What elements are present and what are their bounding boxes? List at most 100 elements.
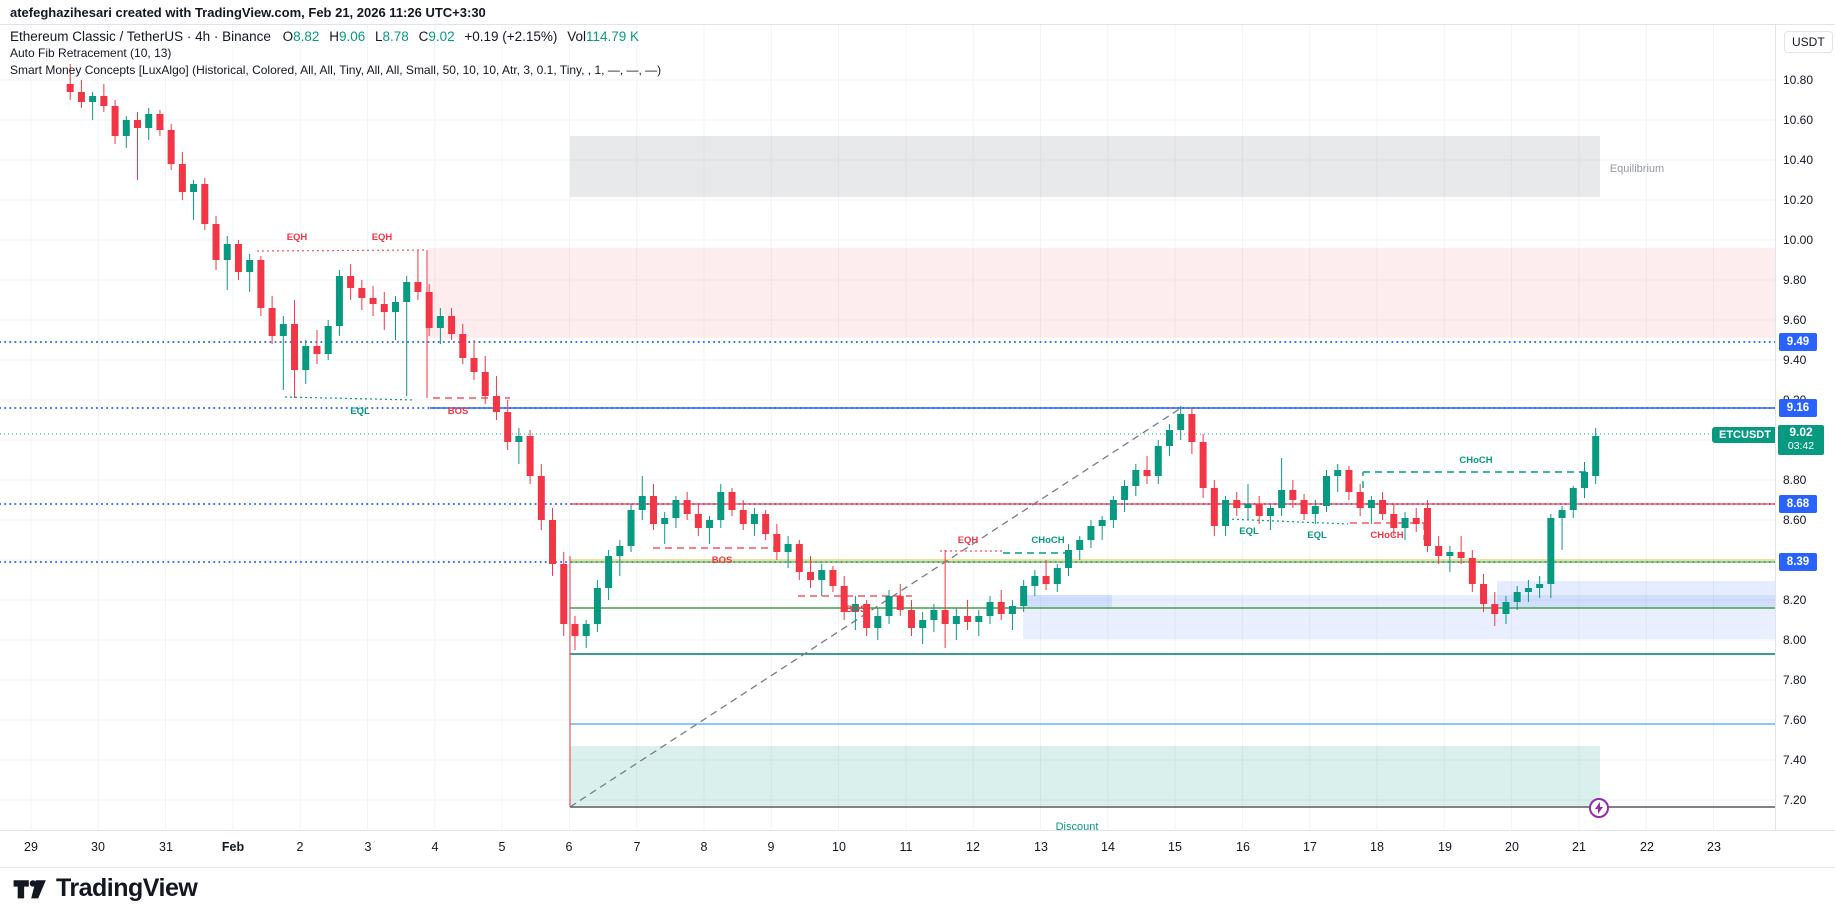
candle-body — [1165, 430, 1173, 446]
candle-body — [1513, 592, 1521, 602]
time-tick-label: 23 — [1707, 840, 1721, 854]
candle-body — [134, 120, 142, 128]
candle-body — [212, 224, 220, 260]
candle-body — [728, 492, 736, 510]
last-price-value: 9.02 — [1789, 425, 1813, 439]
time-tick-label: 15 — [1168, 840, 1182, 854]
candle-body — [627, 510, 635, 546]
candle-body — [1210, 488, 1218, 526]
order-block-2 — [1023, 595, 1112, 607]
candle-body — [1558, 510, 1566, 518]
price-chart-canvas[interactable]: Equilibrium Discount EQH EQH EQL BOS BOS EQH CHo… — [0, 0, 1775, 830]
candle-body — [403, 282, 411, 302]
candle-body — [795, 544, 803, 572]
time-scale[interactable]: 29 30 31 Feb 2 3 4 5 6 7 8 9 10 11 12 13 14 15 16 17 18 19 20 2… — [0, 830, 1835, 868]
candle-body — [964, 616, 972, 622]
price-tick-label: 10.40 — [1783, 153, 1814, 167]
time-tick-label: 12 — [966, 840, 980, 854]
candle-body — [111, 106, 119, 136]
time-tick-label: 19 — [1438, 840, 1452, 854]
time-tick-label: 6 — [565, 840, 573, 854]
time-tick-label: 18 — [1370, 840, 1384, 854]
lightning-event-icon[interactable] — [1589, 798, 1609, 818]
candle-body — [1468, 558, 1476, 584]
candle-body — [593, 588, 601, 624]
price-tick-label: 10.80 — [1783, 73, 1814, 87]
candle-body — [223, 244, 231, 260]
candle-body — [369, 298, 377, 304]
candle-body — [201, 184, 209, 224]
candle-body — [1065, 550, 1073, 568]
candle-body — [1356, 492, 1364, 508]
candle-body — [1143, 470, 1151, 476]
candle-body — [1121, 486, 1129, 500]
candle-body — [930, 610, 938, 620]
candle-body — [919, 620, 927, 628]
candle-body — [1132, 470, 1140, 486]
price-tick-label: 10.60 — [1783, 113, 1814, 127]
candle-body — [1524, 588, 1532, 592]
open-label: O — [282, 29, 294, 44]
volume-value: 114.79 K — [585, 29, 640, 44]
candle-body — [380, 304, 388, 312]
zone-label: Equilibrium — [1610, 163, 1664, 175]
candle-body — [997, 602, 1005, 614]
candle-body — [302, 346, 310, 370]
indicator-legend-smc[interactable]: Smart Money Concepts [LuxAlgo] (Historic… — [10, 63, 662, 77]
candle-body — [246, 260, 254, 272]
candle-body — [492, 396, 500, 412]
price-tick-label: 8.00 — [1783, 633, 1807, 647]
time-tick-label: 5 — [498, 840, 506, 854]
candle-body — [1536, 584, 1544, 588]
tradingview-logo-text: TradingView — [56, 874, 198, 902]
time-tick-label: 17 — [1303, 840, 1317, 854]
discount-zone — [570, 746, 1600, 806]
smc-label-bos: BOS — [448, 406, 469, 417]
time-tick-label: 3 — [364, 840, 372, 854]
tradingview-branding[interactable]: TradingView — [13, 874, 198, 903]
price-tick-label: 9.60 — [1783, 313, 1807, 327]
smc-label-eql: EQL — [350, 406, 370, 417]
smc-label-bos: BOS — [712, 555, 733, 566]
price-tick-label: 10.20 — [1783, 193, 1814, 207]
chart-legend: Ethereum Classic / TetherUS · 4h · Binan… — [10, 29, 661, 78]
time-tick-label: 16 — [1236, 840, 1250, 854]
candle-body — [167, 130, 175, 164]
candle-body — [122, 120, 130, 136]
tradingview-logo-icon — [13, 879, 46, 898]
candle-body — [975, 616, 983, 622]
candle-body — [750, 514, 758, 524]
currency-toggle-button[interactable]: USDT — [1784, 31, 1833, 53]
symbol-price-flag: ETCUSDT — [1712, 427, 1778, 443]
volume-label: Vol — [567, 29, 586, 44]
change-value: +0.19 (+2.15%) — [464, 29, 558, 44]
candle-body — [1390, 514, 1398, 528]
symbol-title[interactable]: Ethereum Classic / TetherUS · 4h · Binan… — [10, 29, 271, 44]
symbol-legend-row[interactable]: Ethereum Classic / TetherUS · 4h · Binan… — [10, 29, 661, 44]
candle-body — [638, 496, 646, 510]
smc-label-choch: CHoCH — [1031, 535, 1064, 546]
time-tick-label: 7 — [633, 840, 641, 854]
candle-body — [1569, 488, 1577, 510]
candle-body — [324, 326, 332, 354]
candle-body — [784, 544, 792, 552]
open-value: 8.82 — [293, 29, 320, 44]
candle-body — [1457, 552, 1465, 558]
fib-level-tag: 8.68 — [1779, 495, 1817, 513]
indicator-legend-fib[interactable]: Auto Fib Retracement (10, 13) — [10, 46, 172, 60]
candle-body — [190, 184, 198, 192]
time-tick-label: 4 — [431, 840, 439, 854]
candle-body — [1278, 490, 1286, 508]
candle-body — [145, 114, 153, 128]
candle-body — [1008, 606, 1016, 614]
price-tick-label: 7.60 — [1783, 713, 1807, 727]
candle-body — [582, 624, 590, 636]
candle-body — [436, 316, 444, 328]
candle-body — [605, 556, 613, 588]
candle-body — [941, 610, 949, 624]
candle-body — [1323, 476, 1331, 506]
order-block-3 — [1497, 581, 1775, 607]
fib-level-tag: 9.16 — [1779, 399, 1817, 417]
candle-body — [1244, 504, 1252, 508]
price-scale[interactable]: USDT 10.80 10.60 10.40 10.20 10.00 9.80 9.60 9.… — [1775, 25, 1835, 830]
